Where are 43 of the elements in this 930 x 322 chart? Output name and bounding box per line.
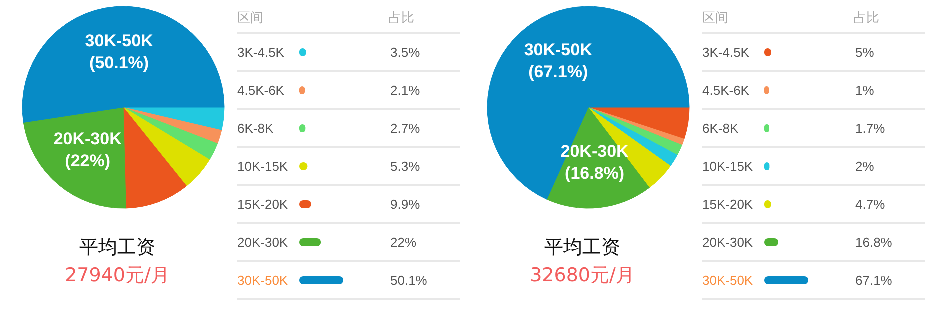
data-label: 22%: [390, 235, 417, 250]
legend-label: 3K-4.5K: [702, 45, 750, 60]
data-label: 5.3%: [390, 159, 421, 174]
text: 平均工资: [544, 236, 620, 258]
data-label: 16.8%: [856, 235, 893, 250]
text: 平均工资: [80, 236, 156, 258]
legend-label: 15K-20K: [702, 197, 754, 212]
data-label: 2.1%: [390, 83, 421, 98]
legend-label: 20K-30K: [702, 235, 754, 250]
legend-label: 30K-50K: [702, 273, 754, 288]
text: 区间: [702, 10, 728, 25]
legend-label: 10K-15K: [702, 159, 754, 174]
data-label: 1%: [856, 83, 875, 98]
data-label: 4.7%: [856, 197, 886, 212]
data-label: 67.1%: [856, 273, 893, 288]
legend-label: 6K-8K: [238, 121, 274, 136]
legend-label: 15K-20K: [238, 197, 288, 212]
slice-label: 30K-50K: [85, 32, 154, 51]
data-label: 50.1%: [390, 273, 428, 288]
slice-label: 30K-50K: [524, 40, 594, 60]
text: 27940元/月: [65, 264, 170, 286]
text: 32680元/月: [530, 264, 635, 286]
data-label: 1.7%: [856, 121, 886, 136]
data-label: 2%: [856, 159, 875, 174]
legend-label: 6K-8K: [702, 121, 739, 136]
text: 占比: [854, 10, 880, 25]
data-label: 5%: [856, 45, 875, 60]
data-label: 9.9%: [390, 197, 421, 212]
text: (50.1%): [90, 54, 150, 73]
text: (16.8%): [565, 164, 625, 184]
text: 占比: [388, 10, 414, 25]
slice-label: 20K-30K: [54, 130, 123, 149]
legend-label: 30K-50K: [238, 273, 288, 288]
data-label: 3.5%: [390, 45, 421, 60]
legend-label: 4.5K-6K: [238, 83, 285, 98]
text: (67.1%): [528, 62, 588, 82]
legend-label: 20K-30K: [238, 235, 288, 250]
legend-label: 4.5K-6K: [702, 83, 750, 98]
data-label: 2.7%: [390, 121, 421, 136]
text: 区间: [238, 10, 264, 25]
legend-label: 3K-4.5K: [238, 45, 285, 60]
text: (22%): [65, 152, 111, 171]
legend-label: 10K-15K: [238, 159, 288, 174]
